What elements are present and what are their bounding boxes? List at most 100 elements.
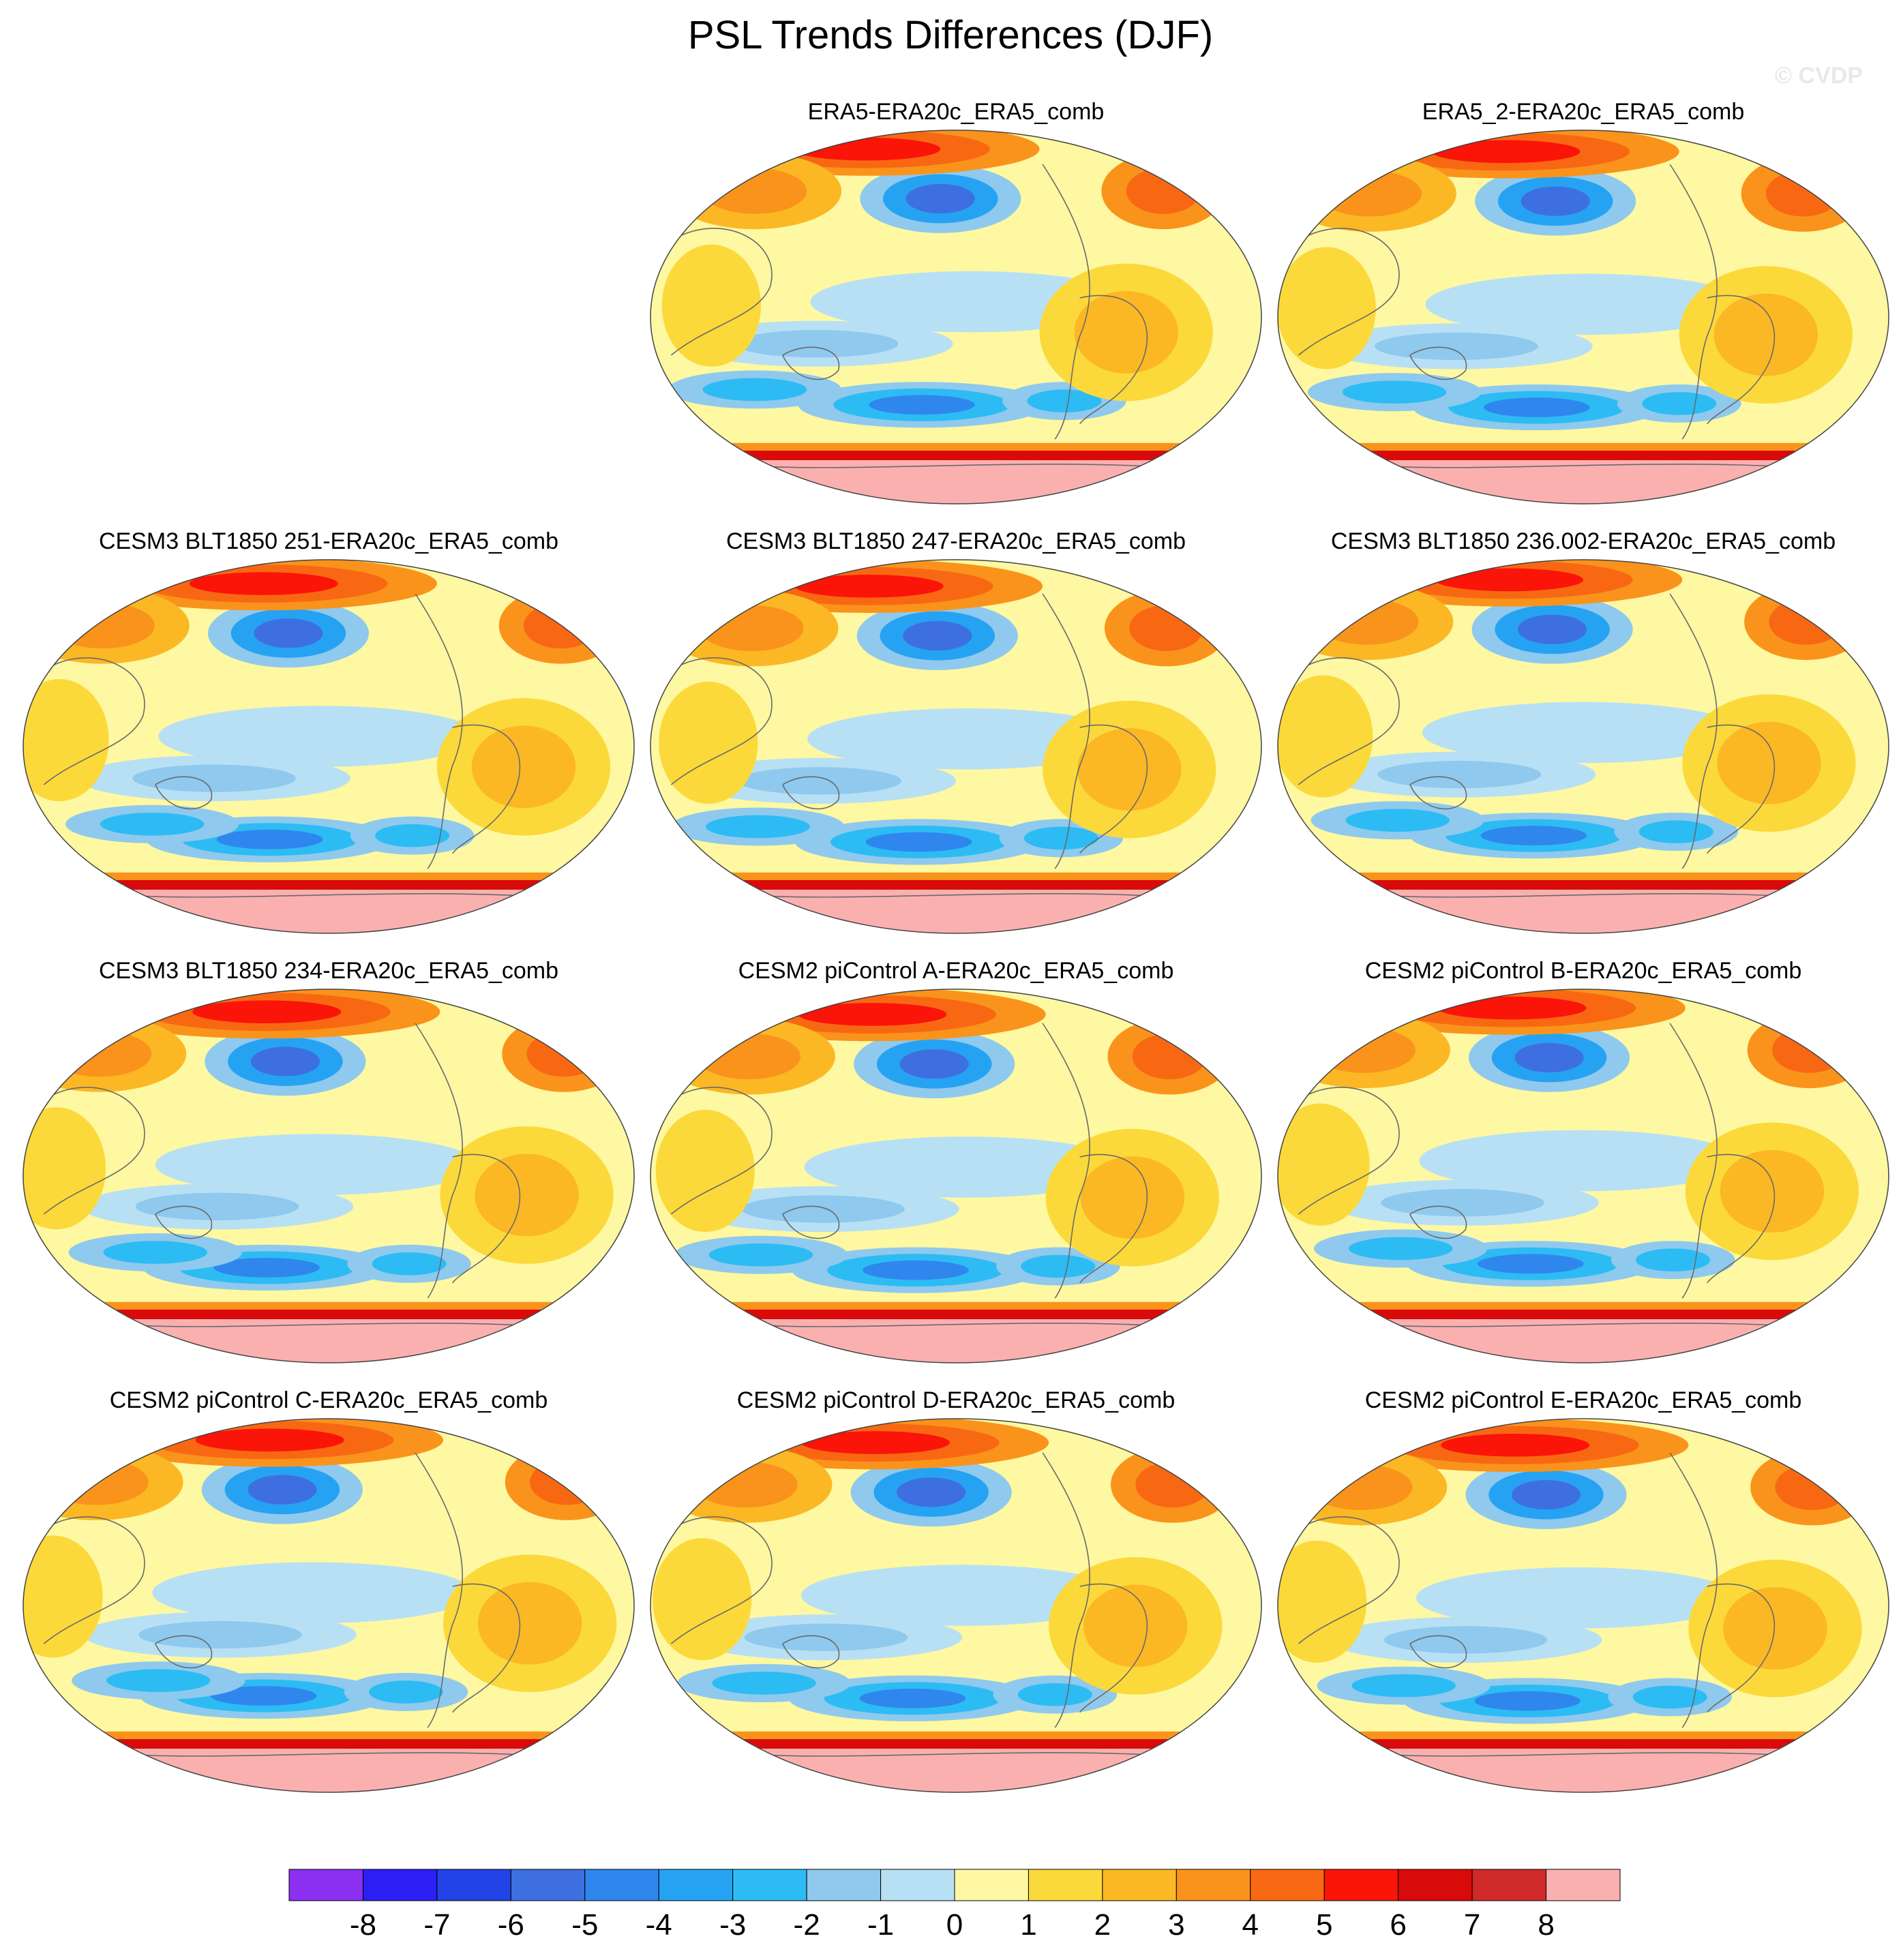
- panel-title: CESM2 piControl C-ERA20c_ERA5_comb: [109, 1387, 548, 1413]
- panel-title: CESM2 piControl A-ERA20c_ERA5_comb: [738, 958, 1174, 984]
- coastline: [1669, 164, 1718, 440]
- field-contour: [696, 1033, 801, 1080]
- coastline: [670, 1516, 773, 1644]
- chart-title: PSL Trends Differences (DJF): [687, 13, 1214, 57]
- map-panel: CESM2 piControl A-ERA20c_ERA5_comb: [646, 958, 1266, 1386]
- panel-title: ERA5-ERA20c_ERA5_comb: [807, 99, 1105, 125]
- colorbar-box: [1102, 1869, 1177, 1901]
- field-contour: [1720, 1149, 1825, 1233]
- colorbar-tick-label: -5: [571, 1908, 598, 1942]
- map-plot: [23, 1418, 635, 1793]
- field-contour: [897, 1477, 966, 1507]
- coastline: [782, 1635, 840, 1669]
- colorbar-box: [954, 1869, 1029, 1901]
- field-contour: [1422, 702, 1745, 764]
- field-contour: [1080, 1156, 1185, 1239]
- field-contour: [1437, 996, 1587, 1020]
- field-contour: [650, 460, 1261, 504]
- field-contour: [1642, 392, 1717, 415]
- field-contour: [650, 1310, 1261, 1321]
- coastline: [1669, 1023, 1718, 1299]
- coastline: [155, 1205, 213, 1239]
- colorbar-box: [584, 1869, 659, 1901]
- colorbar-box: [288, 1869, 363, 1901]
- coastline: [1298, 1516, 1400, 1644]
- panel-title: ERA5_2-ERA20c_ERA5_comb: [1422, 99, 1745, 125]
- field-contour: [801, 1431, 950, 1454]
- field-contour: [471, 725, 576, 809]
- field-contour: [734, 330, 899, 358]
- field-contour: [23, 1310, 634, 1321]
- field-contour: [195, 1428, 344, 1452]
- map-border: [23, 1418, 635, 1793]
- field-contour: [1514, 1042, 1584, 1072]
- field-contour: [859, 1688, 966, 1708]
- field-contour: [740, 1195, 905, 1223]
- field-contour: [132, 764, 296, 792]
- field-contour: [1023, 826, 1098, 850]
- field-contour: [155, 1134, 477, 1195]
- field-contour: [1308, 1464, 1413, 1510]
- colorbar-box: [732, 1869, 807, 1901]
- field-contour: [1083, 1584, 1188, 1668]
- field-contour: [1484, 397, 1590, 417]
- map-border: [650, 559, 1262, 934]
- colorbar-box: [1398, 1869, 1473, 1901]
- coastline: [1706, 295, 1776, 425]
- map-border: [650, 989, 1262, 1363]
- coastline: [1042, 593, 1090, 869]
- field-contour: [526, 1031, 601, 1077]
- coastline: [1409, 346, 1467, 380]
- field-contour: [1419, 1130, 1741, 1192]
- colorbar: -8 -7 -6 -5 -4 -3 -2 -1 0 1 2 3 4 5 6 7 8: [288, 1869, 1621, 1942]
- field-contour: [250, 1046, 320, 1076]
- field-contour: [702, 378, 807, 402]
- map-plot: [1277, 989, 1889, 1363]
- field-contour: [1278, 451, 1889, 462]
- field-contour: [1381, 1189, 1544, 1217]
- field-contour: [1435, 568, 1583, 592]
- coastline: [43, 1516, 145, 1644]
- coastline: [1079, 1583, 1148, 1713]
- panel-title: CESM3 BLT1850 251-ERA20c_ERA5_comb: [98, 528, 559, 554]
- field-contour: [1477, 1254, 1584, 1274]
- field-contour: [23, 880, 634, 892]
- colorbar-box: [1028, 1869, 1103, 1901]
- field-contour: [744, 1623, 908, 1651]
- field-contour: [530, 1459, 605, 1505]
- colorbar-box: [1176, 1869, 1251, 1901]
- field-contour: [1278, 890, 1889, 933]
- field-contour: [1636, 1248, 1711, 1271]
- coastline: [670, 1087, 773, 1215]
- colorbar-tick-label: -6: [498, 1908, 524, 1942]
- map-panel: CESM2 piControl D-ERA20c_ERA5_comb: [646, 1387, 1266, 1815]
- field-contour: [1311, 1027, 1416, 1073]
- field-contour: [1278, 1310, 1889, 1321]
- coastline: [1042, 1452, 1090, 1728]
- field-contour: [650, 880, 1261, 892]
- map-border: [1277, 130, 1889, 504]
- colorbar-box: [436, 1869, 511, 1901]
- field-contour: [708, 1243, 813, 1267]
- colorbar-box: [880, 1869, 955, 1901]
- coastline: [1706, 724, 1776, 854]
- coastline: [1669, 1452, 1718, 1728]
- panel-title: CESM2 piControl E-ERA20c_ERA5_comb: [1364, 1387, 1802, 1413]
- field-contour: [653, 1538, 752, 1661]
- colorbar-box: [1471, 1869, 1547, 1901]
- field-contour: [1416, 1567, 1738, 1629]
- field-contour: [1425, 273, 1748, 335]
- coastline: [782, 1205, 840, 1239]
- map-plot: [1277, 1418, 1889, 1793]
- map-border: [650, 130, 1262, 504]
- map-border: [650, 1418, 1262, 1793]
- coastline: [782, 776, 840, 810]
- map-plot: [23, 559, 635, 934]
- field-contour: [375, 824, 450, 847]
- coastline: [782, 346, 840, 380]
- field-contour: [1377, 760, 1542, 789]
- coastline: [1298, 1087, 1400, 1215]
- field-contour: [1351, 1674, 1456, 1698]
- colorbar-tick-label: -3: [719, 1908, 746, 1942]
- map-plot: [1277, 130, 1889, 504]
